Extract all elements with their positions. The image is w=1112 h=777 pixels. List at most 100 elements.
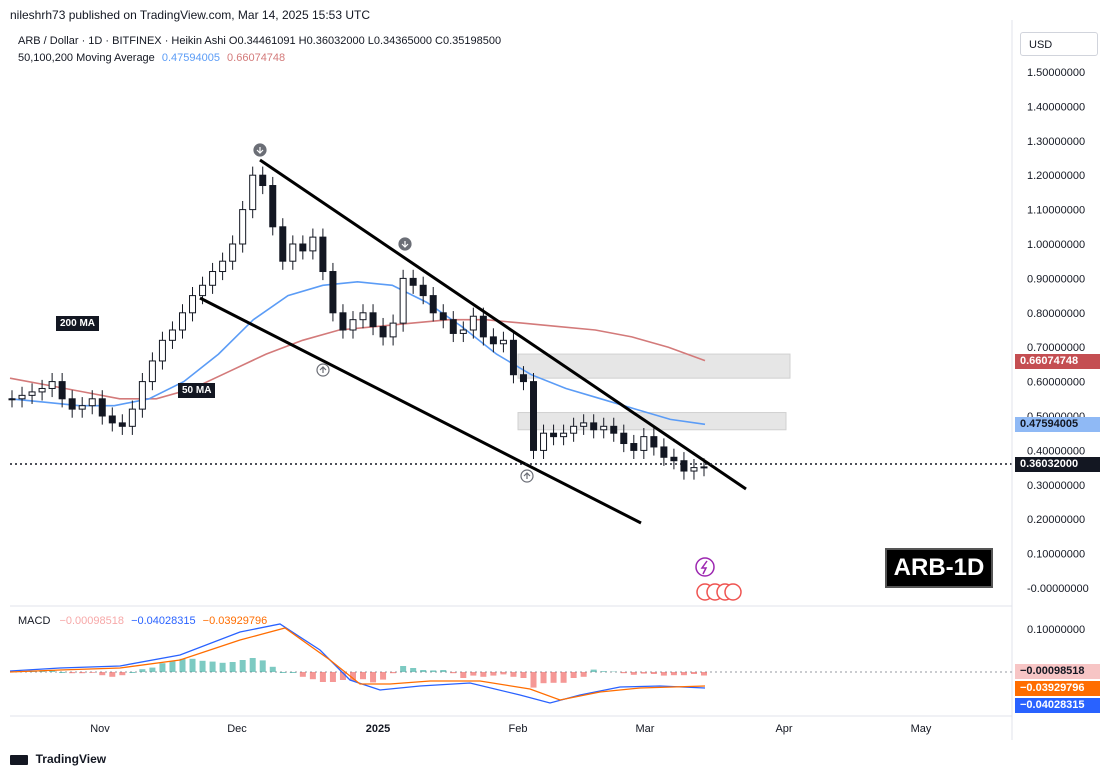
y-tick-label: 1.40000000 — [1027, 101, 1085, 113]
y-tick-label: 0.60000000 — [1027, 377, 1085, 389]
x-tick-label: Dec — [227, 723, 247, 735]
macd-hist-bar — [600, 671, 607, 672]
ma50-annotation: 50 MA — [178, 383, 216, 398]
candle-body — [68, 398, 76, 410]
candle-body — [690, 467, 698, 472]
macd-title: MACD — [18, 615, 51, 627]
x-tick-label: May — [911, 723, 932, 735]
macd-hist-bar — [179, 658, 186, 672]
macd-hist-tag: −0.00098518 — [1015, 664, 1100, 679]
y-tick-label: 1.20000000 — [1027, 170, 1085, 182]
macd-legend: MACD −0.00098518 −0.04028315 −0.03929796 — [18, 615, 267, 627]
macd-hist-bar — [490, 672, 497, 676]
candle-body — [660, 446, 668, 458]
macd-hist-bar — [219, 662, 226, 672]
candle-body — [289, 243, 297, 262]
macd-hist-bar — [39, 670, 46, 672]
candle-body — [469, 315, 477, 331]
arrow-up-icon-glyph — [523, 472, 531, 479]
macd-hist-bar — [289, 672, 296, 673]
macd-hist-bar — [410, 668, 417, 672]
symbol-legend: ARB / Dollar · 1D · BITFINEX · Heikin As… — [18, 35, 501, 47]
candle-body — [449, 319, 457, 334]
macd-hist-bar — [349, 672, 356, 681]
y-tick-label: 0.80000000 — [1027, 308, 1085, 320]
y-tick-label: 1.00000000 — [1027, 239, 1085, 251]
publisher-line: nileshrh73 published on TradingView.com,… — [10, 8, 370, 22]
candle-body — [479, 315, 487, 338]
y-tick-label: 0.10000000 — [1027, 549, 1085, 561]
macd-hist-bar — [680, 672, 687, 676]
candle-body — [700, 466, 708, 469]
macd-hist-bar — [59, 672, 66, 673]
candle-body — [389, 322, 397, 338]
candle-body — [148, 360, 156, 383]
macd-hist-bar — [269, 666, 276, 672]
candle-body — [178, 312, 186, 331]
candle-body — [419, 284, 427, 297]
candle-body — [118, 422, 126, 427]
arrow-up-icon-glyph — [319, 366, 327, 373]
candle-body — [309, 236, 317, 252]
ma50-series — [9, 280, 706, 426]
candle-body — [329, 271, 337, 314]
tv-logo-icon — [10, 754, 28, 765]
candle-body — [128, 408, 136, 427]
ma50-line — [9, 280, 706, 426]
macd-hist-bar — [650, 672, 657, 674]
candle-body — [580, 422, 588, 427]
x-tick-label: Feb — [509, 723, 528, 735]
candle-body — [600, 425, 608, 431]
macd-hist-bar — [109, 672, 116, 677]
candle-body — [640, 436, 648, 451]
macd-hist-bar — [339, 672, 346, 680]
macd-hist-bar — [99, 672, 106, 676]
economic-event-icon — [724, 583, 742, 601]
x-tick-label: Mar — [636, 723, 655, 735]
symbol-box: ARB-1D — [885, 548, 993, 588]
candle-body — [620, 432, 628, 445]
candle-body — [349, 319, 357, 331]
candle-body — [399, 277, 407, 324]
macd-hist-bar — [329, 672, 336, 682]
y-tick-label: 0.20000000 — [1027, 514, 1085, 526]
macd-hist-bar — [620, 672, 627, 674]
macd-hist-bar — [380, 672, 387, 680]
candle-body — [499, 339, 507, 345]
macd-hist-bar — [69, 672, 76, 674]
macd-hist-bar — [470, 672, 477, 676]
macd-hist-bar — [400, 666, 407, 672]
macd-hist-bar — [169, 661, 176, 672]
candle-body — [680, 460, 688, 472]
candle-body — [339, 312, 347, 331]
candle-body — [48, 381, 56, 389]
ma50-price-tag: 0.47594005 — [1015, 417, 1100, 432]
candle-body — [369, 312, 377, 328]
candle-body — [379, 326, 387, 338]
candle-body — [259, 174, 267, 187]
macd-pane: 0.10000000 — [9, 605, 1085, 704]
macd-hist-bar — [189, 658, 196, 672]
candle-body — [409, 277, 417, 286]
open-value: O0.34461091 — [228, 35, 296, 47]
arrow-down-icon-glyph — [401, 241, 409, 248]
candle-body — [168, 329, 176, 341]
macd-hist-bar — [440, 670, 447, 672]
macd-hist-bar — [540, 672, 547, 684]
currency-selector[interactable]: USD — [1020, 32, 1098, 56]
macd-hist-bar — [139, 669, 146, 672]
tradingview-logo[interactable]: TradingView — [10, 751, 106, 766]
macd-hist-bar — [229, 662, 236, 672]
y-tick-label: 0.30000000 — [1027, 480, 1085, 492]
candle-body — [509, 339, 517, 376]
candle-body — [219, 260, 227, 273]
macd-hist-bar — [590, 669, 597, 672]
macd-hist-bar — [390, 672, 397, 674]
candle-body — [670, 456, 678, 462]
macd-hist-bar — [279, 672, 286, 673]
candle-body — [158, 339, 166, 362]
candle-body — [108, 415, 116, 424]
y-tick-label: 1.30000000 — [1027, 136, 1085, 148]
